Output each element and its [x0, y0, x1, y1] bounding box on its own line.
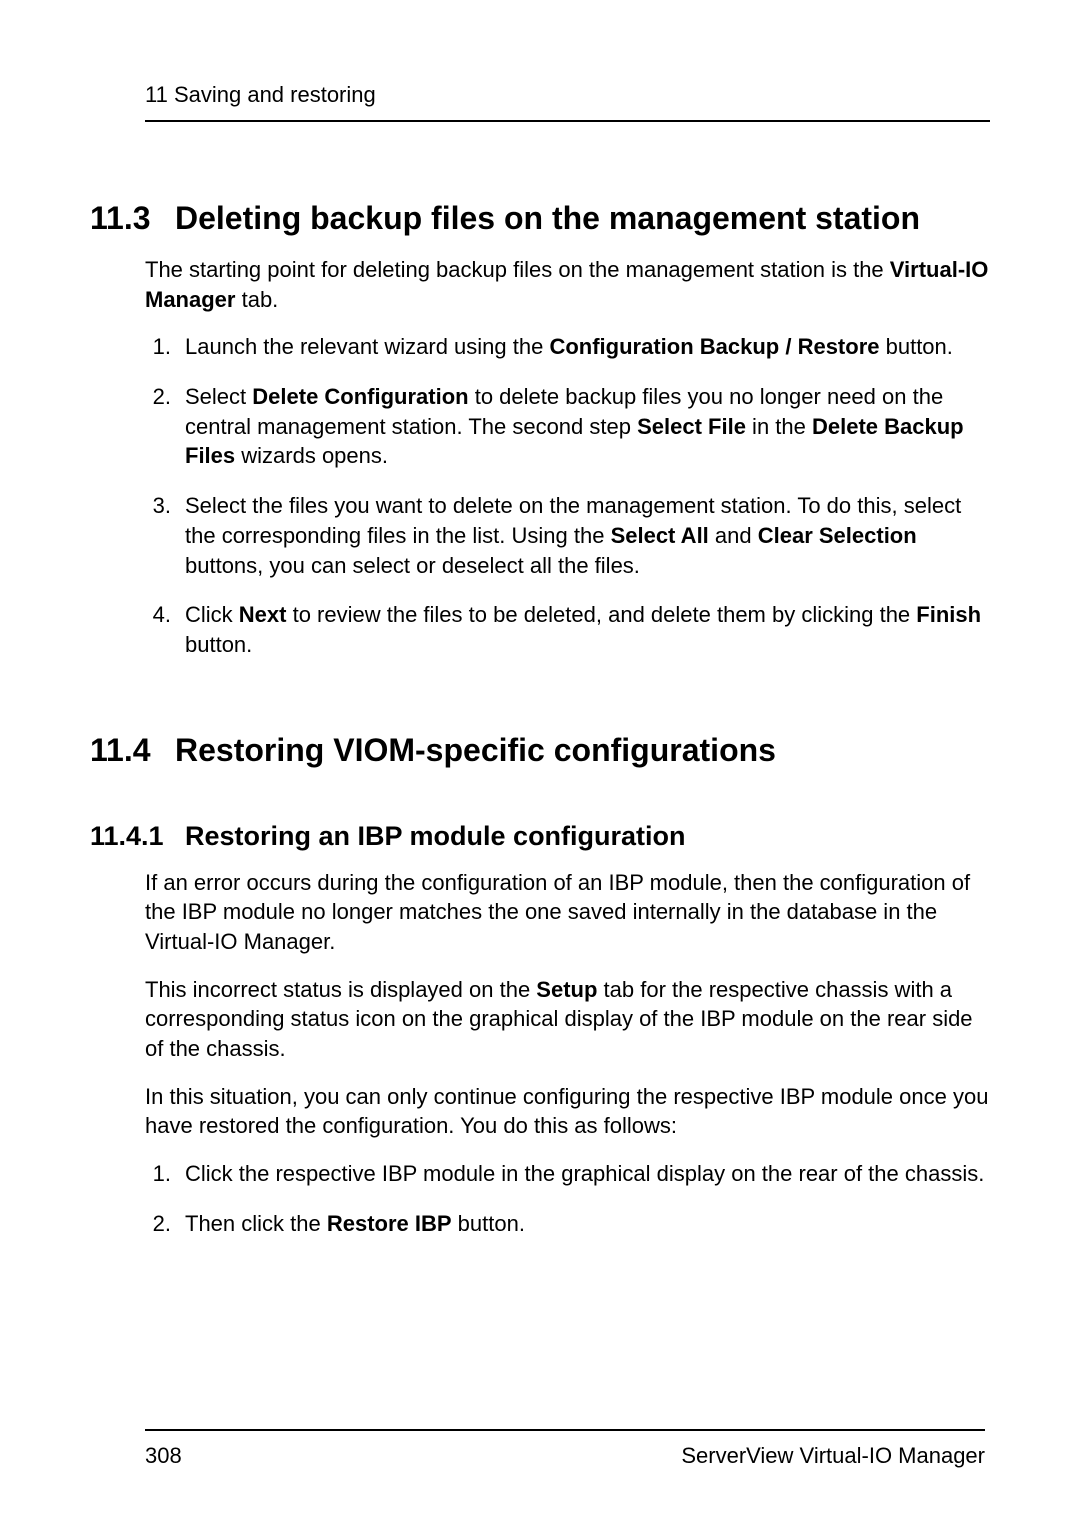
list-item: 2.Select Delete Configuration to delete …: [145, 382, 990, 471]
page-footer: 308 ServerView Virtual-IO Manager: [145, 1443, 985, 1469]
page: 11 Saving and restoring 11.3 Deleting ba…: [0, 0, 1080, 1531]
running-head: 11 Saving and restoring: [145, 82, 990, 108]
text: button.: [452, 1211, 525, 1236]
bold-text: Delete Configuration: [252, 384, 468, 409]
step-number: 3.: [145, 491, 185, 580]
intro-paragraph: The starting point for deleting backup f…: [145, 255, 990, 314]
list-item: 2.Then click the Restore IBP button.: [145, 1209, 990, 1239]
section-number: 11.4: [90, 732, 175, 769]
text: Click the respective IBP module in the g…: [185, 1161, 984, 1186]
bold-text: Setup: [536, 977, 597, 1002]
text: button.: [880, 334, 953, 359]
text: The starting point for deleting backup f…: [145, 257, 890, 282]
text: in the: [746, 414, 812, 439]
product-name: ServerView Virtual-IO Manager: [681, 1443, 985, 1469]
section-11-3-body: The starting point for deleting backup f…: [145, 255, 990, 660]
step-number: 4.: [145, 600, 185, 659]
step-number: 1.: [145, 332, 185, 362]
bold-text: Select File: [637, 414, 746, 439]
step-text: Launch the relevant wizard using the Con…: [185, 332, 990, 362]
text: buttons, you can select or deselect all …: [185, 553, 640, 578]
section-11-4-1-body: If an error occurs during the configurat…: [145, 868, 990, 1239]
bold-text: Configuration Backup / Restore: [549, 334, 879, 359]
steps-list-11-3: 1.Launch the relevant wizard using the C…: [145, 332, 990, 659]
section-11-4-1-heading: 11.4.1 Restoring an IBP module configura…: [90, 821, 990, 852]
text: Select: [185, 384, 252, 409]
bold-text: Restore IBP: [327, 1211, 452, 1236]
list-item: 4.Click Next to review the files to be d…: [145, 600, 990, 659]
step-number: 1.: [145, 1159, 185, 1189]
text: to review the files to be deleted, and d…: [286, 602, 916, 627]
bold-text: Clear Selection: [758, 523, 917, 548]
top-rule: [145, 120, 990, 122]
step-number: 2.: [145, 382, 185, 471]
paragraph: This incorrect status is displayed on th…: [145, 975, 990, 1064]
section-11-4-heading: 11.4 Restoring VIOM-specific configurati…: [90, 732, 990, 769]
step-number: 2.: [145, 1209, 185, 1239]
text: and: [709, 523, 758, 548]
bold-text: Finish: [916, 602, 981, 627]
step-text: Select Delete Configuration to delete ba…: [185, 382, 990, 471]
step-text: Click the respective IBP module in the g…: [185, 1159, 990, 1189]
subsection-title: Restoring an IBP module configuration: [185, 821, 686, 852]
text: Click: [185, 602, 239, 627]
section-11-3-heading: 11.3 Deleting backup files on the manage…: [90, 200, 990, 237]
step-text: Click Next to review the files to be del…: [185, 600, 990, 659]
step-text: Then click the Restore IBP button.: [185, 1209, 990, 1239]
list-item: 3.Select the files you want to delete on…: [145, 491, 990, 580]
paragraph: In this situation, you can only continue…: [145, 1082, 990, 1141]
list-item: 1.Click the respective IBP module in the…: [145, 1159, 990, 1189]
text: This incorrect status is displayed on th…: [145, 977, 536, 1002]
section-title: Restoring VIOM-specific configurations: [175, 732, 776, 769]
bold-text: Select All: [611, 523, 709, 548]
text: Launch the relevant wizard using the: [185, 334, 549, 359]
section-number: 11.3: [90, 200, 175, 237]
step-text: Select the files you want to delete on t…: [185, 491, 990, 580]
steps-list-11-4-1: 1.Click the respective IBP module in the…: [145, 1159, 990, 1238]
text: wizards opens.: [235, 443, 388, 468]
section-title: Deleting backup files on the management …: [175, 200, 920, 237]
list-item: 1.Launch the relevant wizard using the C…: [145, 332, 990, 362]
page-number: 308: [145, 1443, 182, 1469]
bold-text: Next: [239, 602, 287, 627]
paragraph: If an error occurs during the configurat…: [145, 868, 990, 957]
footer-rule: [145, 1429, 985, 1431]
text: button.: [185, 632, 252, 657]
subsection-number: 11.4.1: [90, 821, 185, 852]
text: tab.: [235, 287, 278, 312]
text: Then click the: [185, 1211, 327, 1236]
